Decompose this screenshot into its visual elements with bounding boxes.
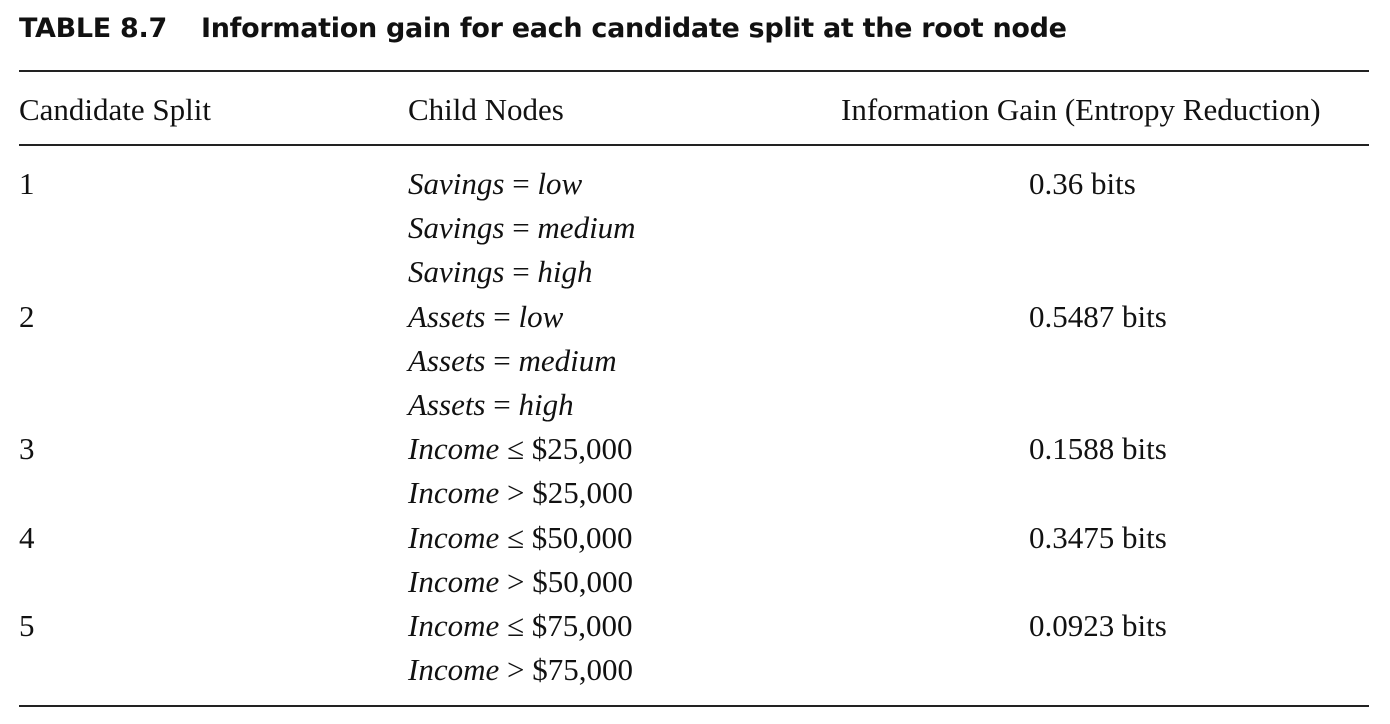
child-node-condition: Income ≤ $25,000 <box>408 427 633 471</box>
condition-operator: > <box>506 475 525 511</box>
condition-operator: ≤ <box>506 431 524 467</box>
condition-variable: Assets <box>408 298 486 334</box>
child-node-condition: Income > $75,000 <box>408 648 633 692</box>
header-information-gain: Information Gain (Entropy Reduction) <box>841 92 1321 127</box>
condition-variable: Savings <box>408 166 505 201</box>
condition-variable: Income <box>408 608 500 643</box>
condition-variable: Savings <box>408 254 505 290</box>
child-node-condition: Assets = high <box>408 383 574 427</box>
condition-variable: Income <box>408 652 500 688</box>
information-gain-value: 0.3475 bits <box>1029 519 1167 555</box>
split-number: 4 <box>19 519 35 555</box>
information-gain-value: 0.5487 bits <box>1029 298 1167 334</box>
split-number: 1 <box>19 166 35 201</box>
child-node-condition: Income ≤ $75,000 <box>408 604 633 648</box>
condition-variable: Income <box>408 563 500 599</box>
condition-operator: = <box>512 166 530 201</box>
condition-operator: = <box>493 342 511 378</box>
condition-variable: Income <box>408 475 500 511</box>
split-number: 3 <box>19 431 35 467</box>
bottom-rule <box>19 705 1369 707</box>
condition-value: high <box>518 387 574 422</box>
condition-operator: ≤ <box>506 519 524 555</box>
condition-variable: Assets <box>408 342 486 378</box>
child-node-condition: Income > $50,000 <box>408 560 633 604</box>
condition-operator: ≤ <box>506 608 524 643</box>
condition-value: $50,000 <box>532 563 633 599</box>
condition-value: high <box>537 254 593 290</box>
split-number: 5 <box>19 608 35 643</box>
information-gain-value: 0.0923 bits <box>1029 608 1167 643</box>
split-number: 2 <box>19 298 35 334</box>
condition-value: medium <box>537 210 636 246</box>
top-rule <box>19 70 1369 72</box>
condition-value: low <box>518 298 564 334</box>
condition-operator: = <box>512 254 530 290</box>
header-candidate-split: Candidate Split <box>19 92 212 127</box>
condition-value: $50,000 <box>531 519 633 555</box>
table-label: TABLE 8.7 <box>19 13 167 44</box>
condition-variable: Savings <box>408 210 505 246</box>
condition-variable: Assets <box>408 387 486 422</box>
information-gain-value: 0.1588 bits <box>1029 431 1167 467</box>
child-node-condition: Assets = medium <box>408 339 617 383</box>
table-caption: TABLE 8.7 Information gain for each candi… <box>19 13 1067 44</box>
condition-value: medium <box>518 342 617 378</box>
child-node-condition: Savings = medium <box>408 206 636 250</box>
condition-operator: > <box>506 652 525 688</box>
child-node-condition: Savings = low <box>408 162 582 206</box>
condition-operator: = <box>493 387 511 422</box>
condition-value: $75,000 <box>532 652 633 688</box>
child-node-condition: Savings = high <box>408 250 593 294</box>
condition-operator: = <box>493 298 511 334</box>
condition-variable: Income <box>408 519 500 555</box>
condition-value: $75,000 <box>531 608 633 643</box>
header-child-nodes: Child Nodes <box>408 92 564 127</box>
condition-value: $25,000 <box>532 475 633 511</box>
condition-operator: > <box>506 563 525 599</box>
child-node-condition: Assets = low <box>408 295 563 339</box>
table-title: Information gain for each candidate spli… <box>201 13 1067 44</box>
condition-value: $25,000 <box>531 431 633 467</box>
condition-variable: Income <box>408 431 500 467</box>
condition-value: low <box>537 166 583 201</box>
header-rule <box>19 144 1369 146</box>
child-node-condition: Income > $25,000 <box>408 471 633 515</box>
information-gain-value: 0.36 bits <box>1029 166 1136 201</box>
child-node-condition: Income ≤ $50,000 <box>408 516 633 560</box>
condition-operator: = <box>512 210 530 246</box>
